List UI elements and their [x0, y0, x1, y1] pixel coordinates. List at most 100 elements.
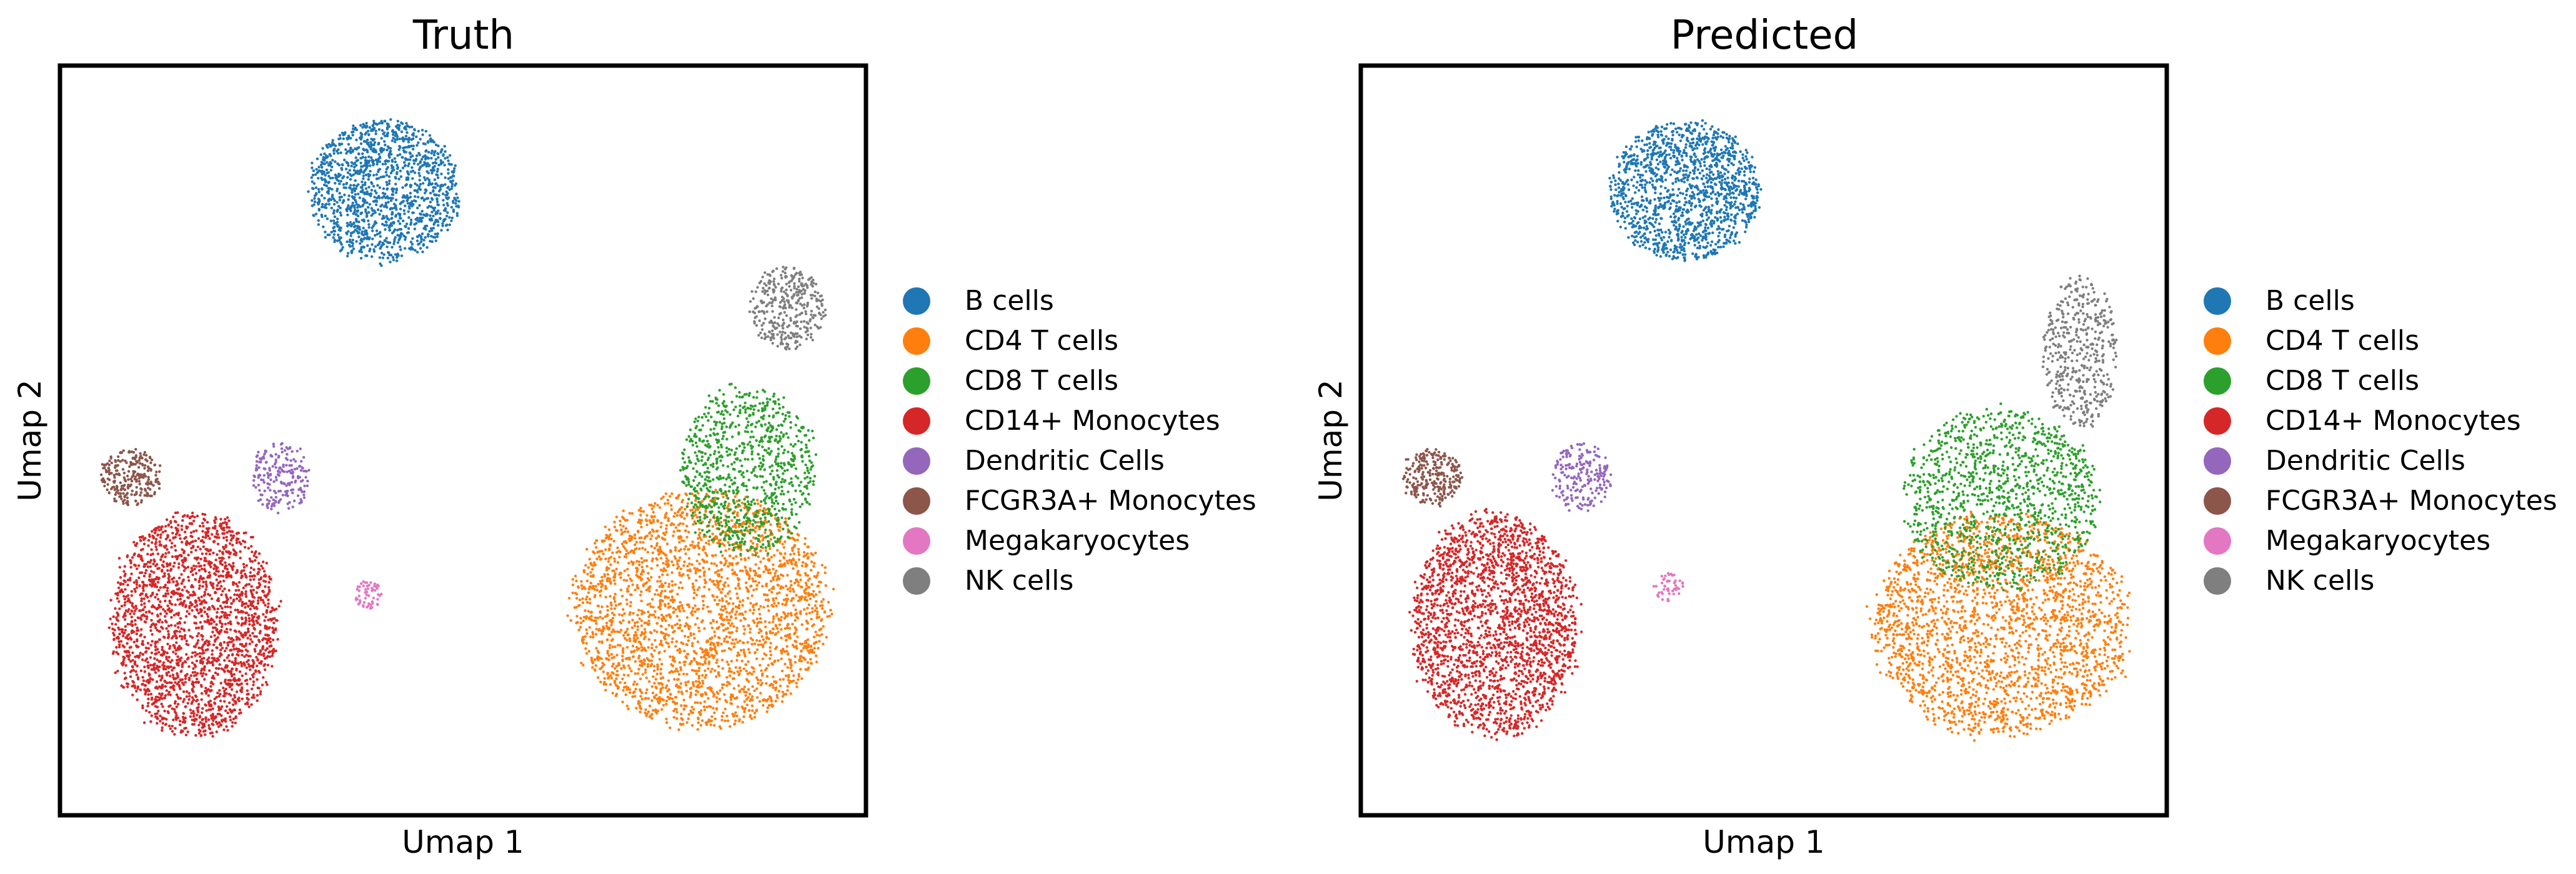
point-cd4-t-cells — [636, 613, 639, 617]
point-b-cells — [430, 171, 434, 175]
point-b-cells — [407, 162, 410, 166]
point-cd4-t-cells — [667, 645, 670, 648]
point-cd8-t-cells — [743, 446, 746, 449]
point-b-cells — [360, 251, 364, 254]
point-cd4-t-cells — [718, 588, 721, 591]
point-cd4-t-cells — [720, 575, 724, 579]
point-cd4-t-cells — [723, 618, 726, 621]
point-b-cells — [439, 217, 442, 221]
point-b-cells — [355, 164, 358, 167]
point-cd8-t-cells — [800, 440, 803, 444]
point-cd4-t-cells — [757, 581, 760, 584]
point-b-cells — [356, 169, 359, 172]
point-b-cells — [453, 197, 457, 201]
point-cd8-t-cells — [780, 485, 783, 489]
point-cd8-t-cells — [746, 495, 749, 499]
point-b-cells — [345, 181, 349, 185]
point-cd4-t-cells — [781, 690, 784, 693]
point-cd4-t-cells — [614, 604, 618, 607]
point-cd4-t-cells — [751, 553, 754, 556]
point-cd4-t-cells — [701, 673, 704, 677]
point-cd4-t-cells — [664, 533, 667, 537]
point-cd8-t-cells — [725, 450, 729, 454]
point-cd8-t-cells — [724, 521, 728, 525]
point-b-cells — [338, 134, 342, 137]
point-cd8-t-cells — [733, 515, 737, 519]
point-b-cells — [415, 135, 418, 139]
point-cd4-t-cells — [597, 583, 600, 586]
point-cd14-monocytes — [166, 651, 169, 655]
point-cd8-t-cells — [779, 492, 783, 496]
point-cd14-monocytes — [183, 585, 186, 588]
point-cd4-t-cells — [627, 562, 630, 565]
point-b-cells — [321, 202, 324, 206]
point-b-cells — [385, 127, 389, 131]
point-cd4-t-cells — [777, 630, 780, 633]
point-cd4-t-cells — [651, 551, 655, 554]
point-b-cells — [441, 222, 444, 225]
point-cd4-t-cells — [679, 666, 682, 669]
point-b-cells — [364, 183, 367, 186]
point-cd4-t-cells — [677, 565, 680, 569]
point-cd4-t-cells — [582, 585, 585, 588]
point-cd8-t-cells — [763, 408, 767, 411]
point-b-cells — [362, 226, 365, 230]
point-cd4-t-cells — [780, 585, 783, 588]
point-b-cells — [310, 176, 313, 179]
point-b-cells — [368, 126, 372, 129]
point-cd4-t-cells — [720, 715, 724, 718]
point-cd4-t-cells — [769, 580, 773, 583]
point-b-cells — [422, 239, 425, 242]
point-cd4-t-cells — [670, 522, 674, 525]
point-cd4-t-cells — [670, 670, 673, 673]
point-cd4-t-cells — [787, 612, 790, 615]
point-b-cells — [385, 237, 388, 240]
point-cd4-t-cells — [679, 507, 682, 510]
point-b-cells — [440, 172, 443, 176]
point-cd8-t-cells — [806, 469, 809, 472]
point-b-cells — [365, 122, 368, 125]
point-cd4-t-cells — [830, 612, 833, 616]
point-cd4-t-cells — [653, 547, 657, 550]
point-cd8-t-cells — [718, 389, 721, 392]
point-cd8-t-cells — [759, 545, 763, 549]
point-cd4-t-cells — [738, 612, 742, 615]
point-cd4-t-cells — [657, 593, 660, 596]
point-b-cells — [353, 161, 357, 165]
point-cd8-t-cells — [745, 526, 748, 529]
point-b-cells — [371, 229, 374, 232]
point-cd4-t-cells — [635, 683, 639, 686]
point-b-cells — [382, 253, 385, 256]
point-cd4-t-cells — [656, 520, 660, 523]
point-cd4-t-cells — [659, 607, 662, 610]
point-cd4-t-cells — [608, 646, 612, 650]
point-b-cells — [444, 176, 447, 179]
point-b-cells — [404, 238, 407, 241]
point-cd14-monocytes — [186, 702, 189, 705]
point-b-cells — [354, 213, 357, 216]
point-cd4-t-cells — [768, 695, 772, 698]
point-cd4-t-cells — [717, 641, 720, 645]
point-b-cells — [452, 174, 455, 177]
point-cd4-t-cells — [658, 575, 661, 579]
point-cd4-t-cells — [733, 714, 737, 717]
point-b-cells — [336, 208, 339, 212]
point-b-cells — [419, 160, 422, 164]
point-cd8-t-cells — [768, 483, 772, 486]
point-cd4-t-cells — [810, 583, 813, 586]
point-cd8-t-cells — [715, 476, 719, 479]
point-cd8-t-cells — [719, 459, 722, 462]
point-b-cells — [337, 205, 341, 208]
point-cd8-t-cells — [704, 495, 707, 499]
point-b-cells — [427, 179, 431, 182]
point-cd4-t-cells — [704, 669, 707, 672]
point-cd4-t-cells — [737, 578, 741, 581]
point-cd8-t-cells — [782, 433, 785, 436]
point-cd4-t-cells — [694, 693, 697, 697]
point-cd14-monocytes — [159, 533, 162, 536]
point-cd4-t-cells — [677, 678, 680, 681]
point-cd4-t-cells — [695, 672, 699, 675]
point-cd4-t-cells — [613, 525, 617, 529]
point-b-cells — [434, 161, 437, 164]
point-cd8-t-cells — [761, 445, 764, 449]
